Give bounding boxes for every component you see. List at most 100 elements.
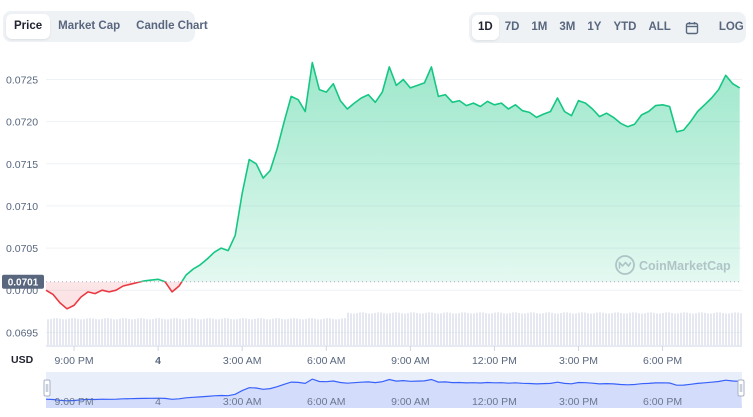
volume-bar: [731, 312, 733, 345]
volume-bar: [464, 312, 466, 345]
volume-bar: [548, 312, 550, 345]
volume-bar: [677, 313, 679, 345]
volume-bar: [467, 312, 469, 345]
volume-bar: [227, 318, 229, 345]
navigator-handle-left[interactable]: [43, 379, 51, 397]
volume-bar: [659, 313, 661, 345]
navigator-handle-right[interactable]: [737, 379, 745, 397]
tab-candle-chart[interactable]: Candle Chart: [136, 20, 208, 32]
volume-bar: [479, 312, 481, 345]
volume-bar: [272, 318, 274, 345]
volume-bar: [647, 312, 649, 345]
range-tab-ytd[interactable]: YTD: [613, 21, 637, 33]
volume-bar: [617, 312, 619, 345]
volume-bar: [284, 319, 286, 345]
volume-bar: [305, 318, 307, 345]
volume-bar: [575, 313, 577, 345]
volume-bar: [626, 313, 628, 345]
volume-bar: [368, 313, 370, 345]
volume-bar: [482, 312, 484, 345]
volume-bar: [365, 312, 367, 345]
volume-bar: [302, 319, 304, 345]
volume-bar: [461, 312, 463, 345]
volume-bar: [422, 313, 424, 345]
volume-bar: [296, 318, 298, 345]
x-tick-label: 3:00 PM: [559, 355, 598, 367]
volume-bar: [80, 319, 82, 345]
volume-bar: [74, 318, 76, 345]
volume-bar: [497, 312, 499, 345]
volume-bar: [134, 319, 136, 345]
volume-bar: [608, 313, 610, 345]
volume-bar: [338, 319, 340, 345]
volume-bar: [710, 313, 712, 345]
volume-bar: [722, 313, 724, 345]
volume-bar: [716, 312, 718, 345]
volume-bar: [680, 312, 682, 345]
volume-bar: [344, 318, 346, 345]
volume-bar: [668, 312, 670, 345]
volume-bar: [689, 313, 691, 345]
calendar-button[interactable]: [677, 15, 707, 40]
volume-bar: [107, 318, 109, 345]
volume-bar: [143, 318, 145, 345]
price-line-up: [137, 61, 741, 282]
volume-bar: [215, 319, 217, 345]
volume-bar: [224, 318, 226, 345]
volume-bar: [68, 318, 70, 345]
volume-bar: [56, 318, 58, 345]
volume-bar: [374, 312, 376, 345]
tab-price[interactable]: Price: [6, 14, 51, 39]
range-tab-1y[interactable]: 1Y: [587, 21, 602, 33]
price-line-down: [45, 281, 183, 310]
volume-bar: [209, 318, 211, 345]
volume-bar: [491, 313, 493, 345]
volume-bar: [545, 312, 547, 345]
volume-bar: [653, 312, 655, 345]
watermark: CoinMarketCap: [615, 255, 731, 275]
volume-bar: [419, 313, 421, 345]
range-tab-7d[interactable]: 7D: [504, 21, 520, 33]
volume-bar: [269, 319, 271, 345]
volume-bar: [692, 313, 694, 345]
y-tick-label: 0.0695: [6, 327, 38, 339]
volume-bar: [362, 312, 364, 345]
volume-bar: [683, 312, 685, 345]
volume-bar: [59, 318, 61, 345]
volume-bar: [665, 312, 667, 345]
volume-bar: [449, 312, 451, 345]
volume-bar: [275, 318, 277, 345]
tab-market-cap[interactable]: Market Cap: [58, 20, 121, 32]
volume-bar: [551, 312, 553, 345]
volume-bar: [128, 318, 130, 345]
y-tick-label: 0.0700: [6, 285, 38, 297]
volume-bar: [260, 318, 262, 345]
price-area-up: [140, 62, 740, 282]
volume-bar: [584, 312, 586, 345]
range-tab-1m[interactable]: 1M: [531, 21, 548, 33]
volume-bar: [104, 318, 106, 345]
volume-bar: [725, 313, 727, 345]
x-tick-label: 9:00 AM: [391, 355, 430, 367]
volume-bar: [245, 318, 247, 345]
x-tick-label: 6:00 AM: [307, 355, 346, 367]
log-scale-button[interactable]: LOG: [718, 21, 744, 33]
range-tab-3m[interactable]: 3M: [559, 21, 576, 33]
volume-bar: [602, 312, 604, 345]
volume-bar: [218, 319, 220, 345]
volume-bar: [131, 319, 133, 345]
range-tab-1d[interactable]: 1D: [472, 15, 499, 40]
volume-bar: [347, 312, 349, 345]
volume-bar: [92, 318, 94, 345]
volume-bar: [242, 318, 244, 345]
price-line: [45, 61, 741, 310]
volume-bar: [164, 319, 166, 345]
volume-bar: [443, 312, 445, 345]
volume-bar: [533, 312, 535, 345]
volume-bar: [446, 312, 448, 345]
volume-bar: [527, 312, 529, 345]
volume-bar: [401, 313, 403, 345]
volume-bar: [671, 313, 673, 345]
range-tab-all[interactable]: ALL: [648, 21, 671, 33]
